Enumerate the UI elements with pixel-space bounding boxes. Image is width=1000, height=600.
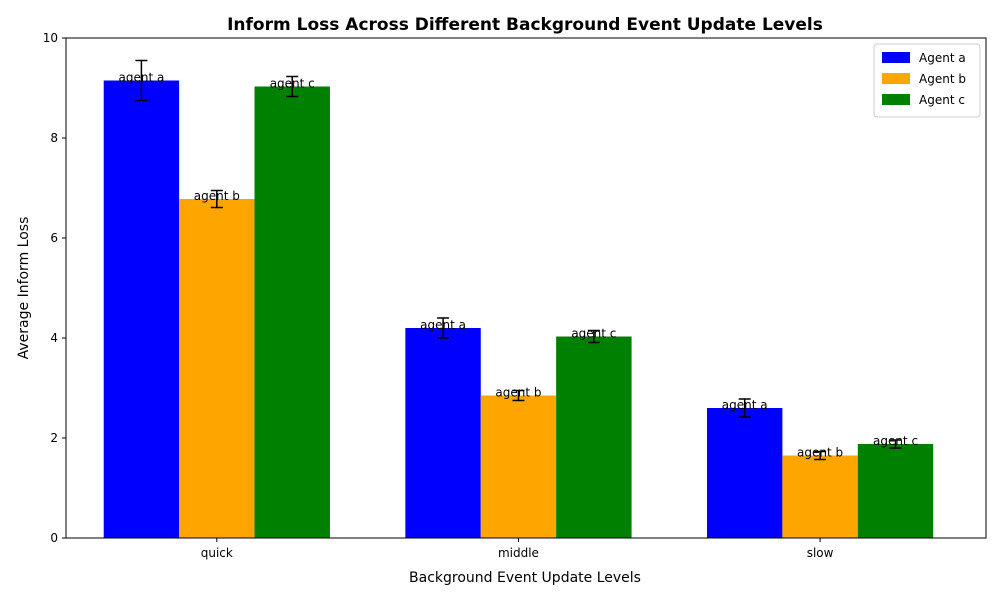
bar-label: agent c — [571, 327, 616, 341]
bar — [782, 455, 858, 538]
bar-label: agent b — [495, 386, 541, 400]
legend: Agent a Agent b Agent c — [873, 43, 981, 118]
y-tick-label: 6 — [50, 231, 58, 245]
bar-label: agent a — [722, 398, 768, 412]
bar — [480, 395, 557, 538]
bar — [254, 86, 330, 538]
bar-label: agent b — [194, 189, 240, 203]
y-tick-label: 8 — [50, 131, 58, 145]
chart-title: Inform Loss Across Different Background … — [227, 15, 823, 35]
plot-frame — [65, 37, 987, 539]
bars-layer: agent a agent a agent a agent b agent b agent… — [103, 59, 934, 538]
legend-label: Agent a — [919, 51, 966, 65]
x-tick-label: quick — [201, 546, 233, 560]
legend-label: Agent c — [919, 93, 965, 107]
bar — [405, 328, 481, 538]
bar-label: agent a — [420, 318, 466, 332]
y-tick-label: 0 — [50, 531, 58, 545]
y-tick-label: 10 — [43, 31, 58, 45]
legend-swatch — [882, 52, 910, 63]
bar-label: agent b — [797, 446, 843, 460]
legend-swatch — [882, 94, 910, 105]
legend-label: Agent b — [919, 72, 966, 86]
y-tick-label: 4 — [50, 331, 58, 345]
bar — [103, 80, 180, 538]
axes-layer: 0 2 4 6 8 10 quick middle slow — [43, 31, 987, 560]
bar — [706, 408, 783, 538]
x-axis-label: Background Event Update Levels — [409, 570, 641, 586]
x-tick-label: middle — [498, 546, 539, 560]
y-axis-label: Average Inform Loss — [16, 217, 32, 360]
bar — [179, 199, 255, 538]
x-tick-label: slow — [807, 546, 834, 560]
y-tick-label: 2 — [50, 431, 58, 445]
bar-label: agent c — [270, 77, 315, 91]
bar-label: agent c — [873, 434, 918, 448]
bar — [556, 336, 632, 538]
bar — [857, 444, 934, 538]
legend-swatch — [882, 73, 910, 84]
bar-label: agent a — [118, 71, 164, 85]
